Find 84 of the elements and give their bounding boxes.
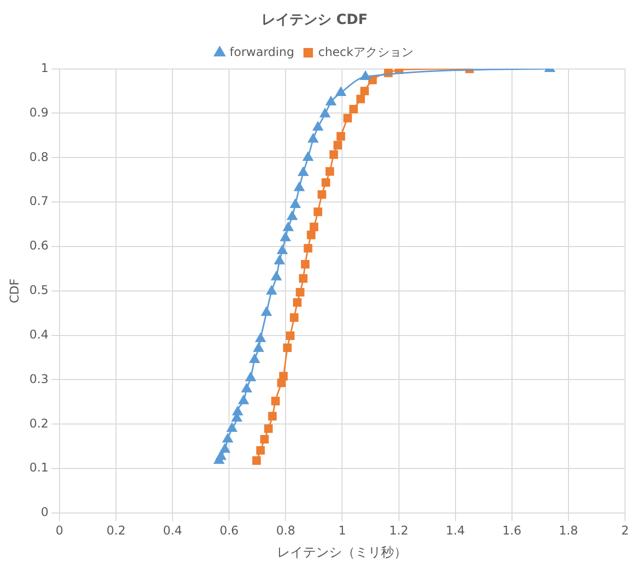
- point: [308, 134, 318, 143]
- point: [261, 306, 272, 316]
- y-tick-label: 0.5: [29, 283, 48, 298]
- y-tick-label: 0.7: [29, 194, 48, 208]
- y-tick-label: 0: [40, 505, 48, 520]
- y-tick-label: 0.4: [29, 327, 48, 342]
- point: [360, 86, 369, 96]
- point: [336, 132, 346, 141]
- point: [222, 434, 233, 443]
- point: [302, 152, 314, 161]
- y-tick-label: 0.2: [29, 416, 48, 430]
- point: [290, 198, 300, 208]
- point: [356, 94, 365, 104]
- point: [306, 230, 316, 240]
- legend-label: checkアクション: [318, 44, 414, 59]
- point: [287, 210, 298, 220]
- y-tick-label: 0.3: [29, 372, 48, 386]
- point: [246, 372, 256, 382]
- point: [326, 167, 334, 176]
- point: [329, 150, 338, 159]
- x-tick-label: 1.2: [389, 523, 408, 538]
- y-axis-title: CDF: [7, 278, 22, 304]
- point: [283, 343, 292, 352]
- x-tick-label: 1.4: [446, 523, 465, 538]
- x-tick-label: 0.8: [276, 523, 296, 538]
- point: [343, 114, 352, 122]
- point: [256, 446, 265, 455]
- y-tick-label: 1: [40, 60, 48, 75]
- point: [298, 166, 308, 176]
- point: [271, 271, 282, 280]
- x-tick-label: 1.6: [502, 523, 522, 538]
- point: [253, 342, 264, 352]
- point: [277, 245, 288, 254]
- point: [279, 372, 288, 380]
- point: [304, 244, 312, 253]
- point: [336, 87, 346, 96]
- x-tick-label: 0.4: [163, 523, 182, 538]
- point: [264, 424, 273, 433]
- y-tick-label: 0.9: [29, 105, 48, 120]
- chart-title: レイテンシ CDF: [261, 12, 368, 28]
- x-axis-title: レイテンシ（ミリ秒）: [277, 546, 408, 561]
- point: [271, 396, 280, 406]
- point: [318, 190, 326, 199]
- point: [333, 140, 342, 150]
- point: [349, 104, 358, 114]
- point: [296, 288, 304, 297]
- point: [274, 255, 285, 264]
- point: [280, 232, 290, 242]
- point: [286, 331, 294, 340]
- point: [220, 444, 230, 453]
- point: [298, 274, 308, 283]
- point: [322, 178, 330, 187]
- x-tick-label: 0.2: [106, 523, 126, 538]
- point: [312, 122, 324, 131]
- y-tick-label: 0.1: [29, 460, 48, 475]
- point: [320, 108, 330, 118]
- point: [310, 222, 318, 232]
- point: [260, 434, 269, 444]
- point: [250, 354, 260, 363]
- point: [255, 333, 266, 342]
- x-tick-label: 0: [56, 523, 64, 538]
- point: [252, 456, 261, 465]
- point: [300, 260, 310, 269]
- legend-label: forwarding: [230, 44, 294, 59]
- x-tick-label: 1.8: [558, 523, 578, 538]
- point: [242, 383, 252, 392]
- point: [326, 96, 336, 106]
- point: [266, 286, 277, 295]
- point: [290, 313, 298, 322]
- point: [226, 422, 238, 432]
- point: [268, 412, 277, 420]
- point: [232, 406, 243, 416]
- point: [238, 395, 249, 404]
- y-tick-label: 0.6: [29, 238, 48, 253]
- point: [283, 222, 294, 232]
- x-tick-label: 2: [621, 523, 629, 538]
- point: [294, 182, 304, 192]
- point: [216, 450, 226, 460]
- point: [314, 208, 322, 216]
- point: [293, 298, 302, 307]
- x-tick-label: 1: [338, 523, 346, 538]
- y-tick-label: 0.8: [29, 150, 48, 164]
- point: [360, 71, 371, 80]
- x-tick-label: 0.6: [220, 523, 239, 538]
